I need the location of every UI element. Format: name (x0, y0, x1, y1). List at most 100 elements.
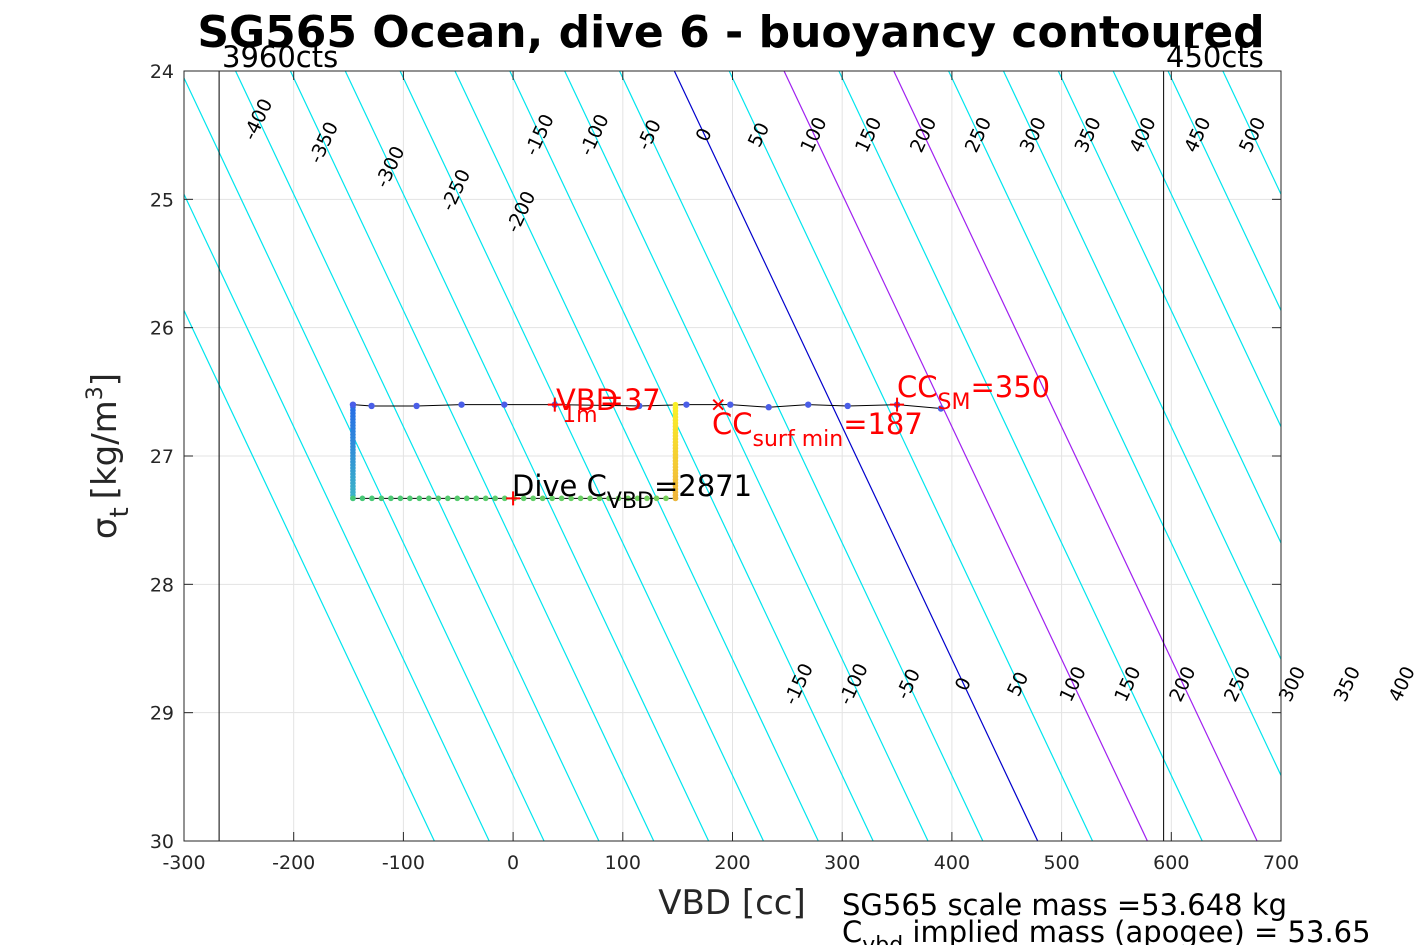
y-label-close: ] (85, 373, 125, 386)
surface-point-6 (636, 402, 643, 410)
surface-point-9 (765, 404, 772, 411)
footer-scale-mass: SG565 scale mass =53.648 kg (842, 888, 1287, 922)
trace-point-bottom-20 (539, 495, 546, 502)
trace-point-bottom-12 (463, 495, 470, 502)
contour-line--350 (289, 71, 655, 841)
trace-point-bottom-33 (663, 495, 669, 502)
surface-point-11 (844, 402, 851, 410)
trace-point-bottom-0 (350, 495, 356, 502)
trace-point-bottom-6 (407, 495, 413, 502)
contour-line-200 (893, 71, 1258, 841)
ccsurf-sub: surf min (753, 427, 844, 452)
y-tick-label-5: 29 (150, 703, 174, 725)
footer-c: C (842, 915, 862, 945)
contour-line-400 (1112, 71, 1281, 429)
surface-point-13 (937, 405, 945, 412)
ccsurf-annotation: CCsurf min=187 (712, 407, 923, 452)
y-tick-label-4: 28 (150, 574, 174, 596)
surface-point-10 (804, 401, 812, 408)
contour-line-150 (838, 71, 1203, 841)
contour-label-bottom-350: 350 (1330, 663, 1365, 705)
trace-point-bottom-28 (615, 495, 622, 502)
y-tick-label-0: 24 (150, 61, 174, 83)
grid-lines (184, 71, 1281, 841)
ccsurf-val: =187 (843, 407, 923, 441)
contour-line-100 (783, 71, 1148, 841)
ccsurf-base: CC (712, 407, 753, 441)
vbd1m-base: VBD (556, 383, 618, 417)
marker-vbd-1m (547, 397, 562, 412)
trace-point-bottom-27 (606, 495, 612, 502)
contour-line-0 (673, 71, 1039, 841)
y-tick-label-1: 25 (150, 189, 174, 211)
trace-point-bottom-32 (653, 495, 660, 502)
contour-line--300 (344, 71, 710, 841)
trace-point-bottom-13 (473, 495, 480, 502)
contour-line--200 (454, 71, 819, 841)
trace-point-bottom-15 (492, 495, 499, 502)
trace-point-bottom-8 (426, 495, 432, 502)
trace-point-bottom-9 (435, 495, 442, 502)
y-axis-ticks: 24 25 26 27 28 29 30 (150, 61, 1281, 853)
contour-label-bottom-400: 400 (1384, 663, 1417, 705)
x-axis-ticks: -300 -200 -100 0 100 200 300 400 500 600 700 (162, 71, 1299, 874)
ccsm-base: CC (897, 370, 938, 404)
ccsm-sub: SM (938, 390, 971, 415)
dive-val: =2871 (654, 469, 752, 503)
trace-point-bottom-21 (549, 495, 555, 502)
dive-base: Dive C (512, 469, 607, 503)
trace-point-bottom-10 (444, 495, 451, 502)
trace-point-bottom-23 (568, 495, 574, 502)
contour-line-50 (728, 71, 1094, 841)
trace-point-bottom-18 (520, 495, 527, 502)
x-tick-label-5: 200 (714, 852, 750, 874)
trace-point-bottom-16 (501, 495, 508, 502)
y-label-unit: [kg/m (85, 400, 125, 499)
marker-cc-surf-min (712, 398, 724, 411)
y-tick-label-6: 30 (150, 831, 174, 853)
trace-point-right-30 (672, 401, 679, 408)
trace-point-bottom-19 (530, 495, 536, 502)
x-tick-label-7: 400 (934, 852, 970, 874)
trace-point-bottom-3 (378, 495, 385, 502)
contour-lines (184, 71, 1281, 841)
trace-point-bottom-5 (397, 495, 404, 502)
trace-point-bottom-2 (369, 495, 375, 502)
contour-line--150 (509, 71, 874, 841)
surface-point-2 (413, 402, 420, 410)
dive-trace (349, 401, 945, 502)
surface-line (352, 404, 941, 410)
limit-label-right: 450cts (1166, 40, 1264, 74)
surface-point-0 (349, 401, 357, 408)
surface-point-8 (727, 401, 734, 408)
trace-point-bottom-29 (625, 495, 631, 502)
x-tick-label-3: 0 (507, 852, 519, 874)
vbd1m-val: =37 (600, 383, 661, 417)
y-tick-label-3: 27 (150, 446, 174, 468)
footer-implied-mass: Cvbd implied mass (apogee) = 53.65 (842, 915, 1371, 945)
ccsm-val: =350 (970, 370, 1050, 404)
dive-cvbd-annotation: Dive CVBD=2871 (512, 469, 752, 514)
x-tick-label-4: 100 (605, 852, 641, 874)
contour-line-450 (1167, 71, 1281, 312)
surface-point-7 (683, 401, 690, 408)
contour-line--50 (618, 71, 984, 841)
y-label-sup: 3 (83, 386, 108, 400)
footer-c-sub: vbd (862, 933, 903, 945)
chart-title: SG565 Ocean, dive 6 - buoyancy contoured (197, 7, 1264, 58)
trace-point-bottom-22 (558, 495, 565, 502)
trace-point-bottom-30 (634, 495, 641, 502)
surface-point-1 (368, 402, 375, 410)
trace-point-bottom-11 (454, 495, 461, 502)
trace-point-bottom-4 (388, 495, 394, 502)
x-tick-label-0: -300 (162, 852, 205, 874)
y-axis-label: σt [kg/m3] (83, 373, 135, 539)
dive-sub: VBD (607, 489, 654, 514)
x-tick-label-1: -200 (272, 852, 315, 874)
x-tick-label-8: 500 (1043, 852, 1079, 874)
contour-line-300 (1002, 71, 1281, 661)
trace-point-bottom-7 (416, 495, 423, 502)
x-tick-label-10: 700 (1263, 852, 1299, 874)
y-tick-label-2: 26 (150, 318, 174, 340)
